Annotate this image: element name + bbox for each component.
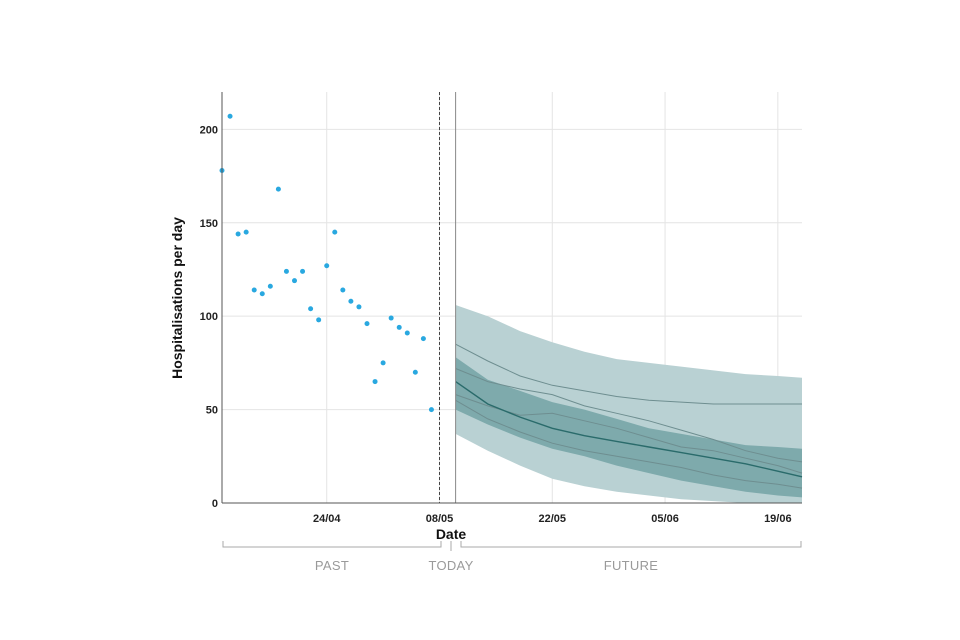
forecast-trajectory-line	[455, 399, 803, 489]
x-tick-label: 24/04	[313, 513, 341, 525]
y-tick-labels: 0 50 100 150 200	[200, 124, 218, 510]
x-tick-label: 22/05	[539, 513, 567, 525]
observed-point	[340, 287, 346, 293]
period-label-future: FUTURE	[604, 558, 659, 573]
observed-point	[251, 287, 257, 293]
x-tick-labels: 24/04 08/05 22/05 05/06 19/06	[313, 513, 792, 525]
observed-point	[428, 407, 434, 413]
observed-point	[308, 306, 314, 312]
bracket-future	[460, 541, 802, 548]
observed-point	[292, 278, 297, 284]
y-axis-title: Hospitalisations per day	[169, 217, 185, 379]
x-tick-label: 08/05	[426, 513, 454, 525]
forecast-median-line	[455, 381, 803, 478]
period-label-today: TODAY	[428, 558, 473, 573]
observed-point	[259, 291, 265, 297]
observed-point	[332, 229, 338, 235]
observed-point	[396, 324, 402, 330]
y-tick-label: 0	[212, 498, 218, 510]
observed-point	[348, 298, 354, 304]
observed-point	[324, 263, 330, 269]
observed-point	[380, 360, 386, 366]
observed-point	[283, 268, 289, 274]
forecast-inner-band	[455, 357, 802, 498]
x-tick-label: 05/06	[651, 513, 679, 525]
forecast-lines	[455, 343, 803, 489]
bracket-past	[222, 541, 442, 548]
observed-point	[243, 229, 249, 235]
x-tick-label: 19/06	[764, 513, 792, 525]
forecast-trajectory-line	[455, 368, 803, 463]
observed-point	[316, 317, 322, 323]
observed-point	[227, 113, 233, 119]
forecast-trajectory-line	[455, 343, 802, 405]
observed-point	[300, 268, 306, 274]
period-brackets	[222, 541, 802, 551]
observed-point	[404, 330, 410, 336]
observed-point	[388, 315, 394, 321]
x-axis-title: Date	[436, 526, 467, 542]
observed-point	[275, 186, 281, 192]
y-tick-label: 200	[200, 124, 218, 136]
observed-points	[219, 113, 434, 413]
y-tick-label: 150	[200, 218, 218, 230]
axes	[221, 92, 802, 504]
observed-point	[420, 336, 426, 342]
forecast-bands	[455, 305, 802, 503]
y-tick-label: 50	[206, 405, 218, 417]
observed-point	[235, 231, 241, 237]
y-tick-label: 100	[200, 311, 218, 323]
observed-point	[364, 321, 370, 327]
period-label-past: PAST	[315, 558, 349, 573]
observed-point	[267, 283, 273, 289]
observed-point	[372, 379, 378, 385]
forecast-trajectory-line	[455, 394, 803, 474]
observed-point	[412, 369, 418, 375]
reference-lines	[439, 92, 457, 503]
observed-point	[356, 304, 362, 310]
